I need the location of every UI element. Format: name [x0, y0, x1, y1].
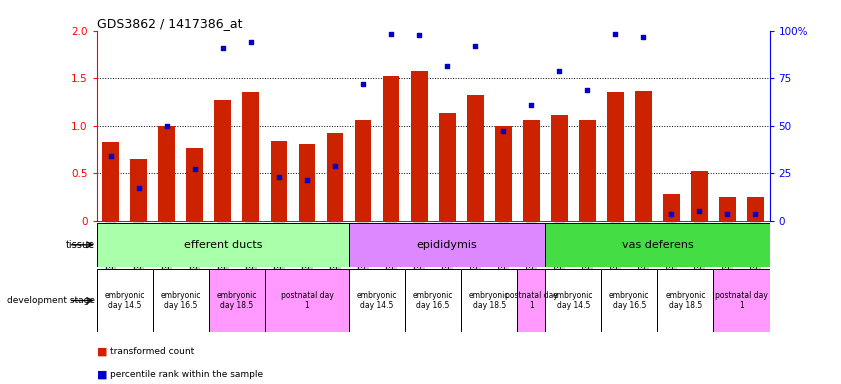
Text: embryonic
day 18.5: embryonic day 18.5 — [217, 291, 257, 310]
Bar — [663, 194, 680, 221]
Bar — [355, 120, 372, 221]
Point — [244, 39, 257, 45]
Bar — [601, 269, 658, 332]
Bar — [551, 115, 568, 221]
Bar — [607, 93, 624, 221]
Text: postnatal day
1: postnatal day 1 — [505, 291, 558, 310]
Bar — [517, 269, 545, 332]
Text: embryonic
day 14.5: embryonic day 14.5 — [357, 291, 397, 310]
Bar — [461, 269, 517, 332]
Point — [721, 211, 734, 217]
Text: epididymis: epididymis — [417, 240, 478, 250]
Text: vas deferens: vas deferens — [621, 240, 693, 250]
Bar — [242, 93, 259, 221]
Bar — [326, 133, 343, 221]
Point — [580, 86, 594, 93]
Point — [188, 166, 202, 172]
Bar — [349, 269, 405, 332]
Bar — [299, 144, 315, 221]
Text: GDS3862 / 1417386_at: GDS3862 / 1417386_at — [97, 17, 242, 30]
Bar — [383, 76, 399, 221]
Text: efferent ducts: efferent ducts — [183, 240, 262, 250]
Bar — [545, 223, 770, 267]
Point — [553, 68, 566, 74]
Point — [160, 123, 173, 129]
Text: embryonic
day 14.5: embryonic day 14.5 — [553, 291, 594, 310]
Text: development stage: development stage — [8, 296, 95, 305]
Text: percentile rank within the sample: percentile rank within the sample — [110, 370, 263, 379]
Bar — [635, 91, 652, 221]
Bar — [153, 269, 209, 332]
Bar — [747, 197, 764, 221]
Text: postnatal day
1: postnatal day 1 — [281, 291, 333, 310]
Text: tissue: tissue — [66, 240, 95, 250]
Point — [441, 63, 454, 69]
Bar — [158, 126, 175, 221]
Bar — [405, 269, 461, 332]
Point — [468, 43, 482, 49]
Point — [637, 34, 650, 40]
Text: ■: ■ — [97, 346, 107, 356]
Point — [748, 211, 762, 217]
Bar — [187, 147, 204, 221]
Bar — [467, 95, 484, 221]
Point — [216, 45, 230, 51]
Bar — [523, 120, 540, 221]
Point — [693, 208, 706, 214]
Bar — [545, 269, 601, 332]
Bar — [214, 100, 231, 221]
Point — [357, 81, 370, 87]
Text: embryonic
day 14.5: embryonic day 14.5 — [104, 291, 145, 310]
Text: embryonic
day 16.5: embryonic day 16.5 — [413, 291, 453, 310]
Bar — [265, 269, 349, 332]
Point — [384, 30, 398, 36]
Text: transformed count: transformed count — [110, 347, 194, 356]
Point — [104, 153, 118, 159]
Point — [328, 162, 341, 169]
Point — [664, 211, 678, 217]
Point — [300, 177, 314, 183]
Point — [412, 32, 426, 38]
Point — [525, 102, 538, 108]
Text: embryonic
day 18.5: embryonic day 18.5 — [469, 291, 510, 310]
Bar — [97, 223, 349, 267]
Bar — [719, 197, 736, 221]
Bar — [658, 269, 713, 332]
Bar — [349, 223, 545, 267]
Bar — [691, 171, 708, 221]
Text: ■: ■ — [97, 369, 107, 379]
Bar — [713, 269, 770, 332]
Point — [132, 184, 145, 190]
Point — [496, 127, 510, 134]
Bar — [97, 269, 153, 332]
Text: embryonic
day 18.5: embryonic day 18.5 — [665, 291, 706, 310]
Bar — [103, 142, 119, 221]
Bar — [495, 126, 511, 221]
Point — [272, 174, 286, 180]
Bar — [130, 159, 147, 221]
Bar — [579, 120, 595, 221]
Point — [609, 30, 622, 36]
Text: embryonic
day 16.5: embryonic day 16.5 — [609, 291, 649, 310]
Bar — [410, 71, 427, 221]
Text: postnatal day
1: postnatal day 1 — [715, 291, 768, 310]
Bar — [209, 269, 265, 332]
Bar — [271, 141, 288, 221]
Bar — [439, 113, 456, 221]
Text: embryonic
day 16.5: embryonic day 16.5 — [161, 291, 201, 310]
